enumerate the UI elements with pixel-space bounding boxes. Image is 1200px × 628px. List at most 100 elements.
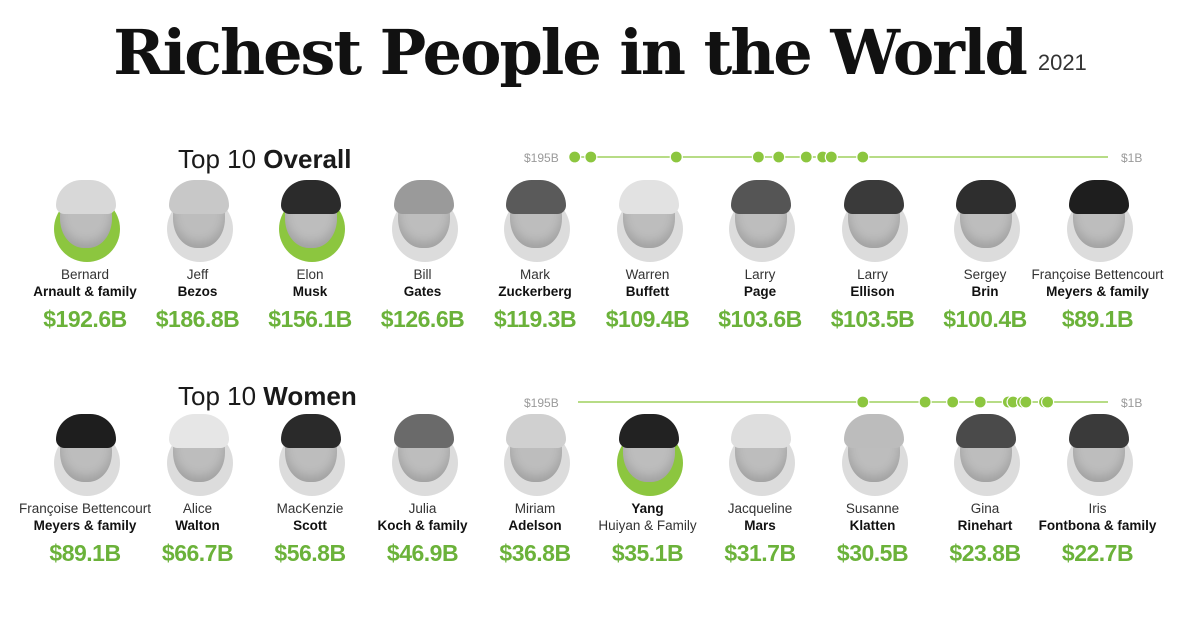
page-title: Richest People in the World — [113, 16, 1028, 89]
overall-dot-plot — [568, 150, 1108, 164]
overall-dot-4 — [772, 150, 786, 164]
last-name: Arnault & family — [33, 284, 137, 299]
overall-person-card: Bill Gates $126.6B — [348, 180, 498, 333]
first-name: Elon — [296, 267, 324, 282]
avatar — [161, 414, 235, 496]
avatar — [1061, 414, 1135, 496]
portrait-hair — [168, 414, 229, 448]
overall-person-card: Sergey Brin $100.4B — [910, 180, 1060, 333]
first-name: Jacqueline — [727, 501, 793, 516]
overall-scale-max-label: $195B — [524, 151, 559, 165]
women-dot-3 — [973, 395, 987, 409]
net-worth-value: $100.4B — [943, 306, 1027, 332]
net-worth-value: $89.1B — [49, 540, 121, 566]
overall-dot-2 — [669, 150, 683, 164]
portrait-hair — [56, 414, 116, 448]
women-row: Françoise Bettencourt Meyers & family $89.… — [0, 414, 1200, 598]
overall-dot-9 — [856, 150, 870, 164]
women-person-card: Gina Rinehart $23.8B — [910, 414, 1060, 567]
portrait-hair — [731, 180, 791, 214]
last-name: Gates — [403, 284, 442, 299]
portrait-hair — [843, 180, 904, 214]
avatar — [723, 180, 797, 262]
women-scale-max-label: $195B — [524, 396, 559, 410]
portrait-hair — [393, 180, 454, 214]
overall-dot-0 — [568, 150, 582, 164]
women-person-card: Yang Huiyan & Family $35.1B — [573, 414, 723, 567]
last-name: Meyers & family — [1046, 284, 1149, 299]
net-worth-value: $30.5B — [836, 540, 909, 566]
portrait-hair — [393, 414, 454, 448]
net-worth-value: $119.3B — [493, 306, 577, 332]
last-name: Koch & family — [377, 518, 468, 533]
first-name: Larry — [857, 267, 888, 282]
net-worth-value: $36.8B — [499, 540, 571, 566]
last-name: Mars — [744, 518, 776, 533]
avatar — [611, 414, 685, 496]
portrait-hair — [843, 414, 904, 448]
women-dot-1 — [918, 395, 932, 409]
first-name: Mark — [520, 267, 550, 282]
portrait-hair — [281, 180, 341, 214]
first-name: Larry — [744, 267, 776, 282]
portrait-hair — [168, 180, 229, 214]
overall-scale: $195B $1B — [0, 148, 1200, 168]
overall-row: Bernard Arnault & family $192.6B Jeff Bezos $… — [0, 180, 1200, 364]
net-worth-value: $109.4B — [605, 306, 690, 332]
overall-heading: Top 10 Overall — [178, 146, 351, 172]
last-name: Meyers & family — [33, 518, 137, 533]
women-person-card: Julia Koch & family $46.9B — [348, 414, 498, 567]
overall-dot-8 — [824, 150, 838, 164]
portrait-hair — [956, 414, 1016, 448]
net-worth-value: $22.7B — [1061, 540, 1134, 566]
avatar — [723, 414, 797, 496]
net-worth-value: $156.1B — [268, 306, 352, 332]
overall-scale-min-label: $1B — [1121, 151, 1143, 165]
women-person-card: Miriam Adelson $36.8B — [460, 414, 610, 567]
first-name: Sergey — [963, 267, 1007, 282]
portrait-hair — [281, 414, 341, 448]
last-name: Ellison — [850, 284, 895, 299]
women-person-card: Françoise Bettencourt Meyers & family $89.… — [10, 414, 160, 567]
women-dot-7 — [1019, 395, 1033, 409]
avatar — [948, 180, 1022, 262]
portrait-hair — [618, 180, 679, 214]
women-person-card: Iris Fontbona & family $22.7B — [1023, 414, 1173, 567]
net-worth-value: $66.7B — [161, 540, 234, 566]
net-worth-value: $192.6B — [43, 306, 127, 332]
portrait-hair — [506, 180, 566, 214]
avatar — [386, 414, 460, 496]
overall-person-card: Jeff Bezos $186.8B — [123, 180, 273, 333]
net-worth-value: $89.1B — [1061, 306, 1134, 332]
overall-person-card: Mark Zuckerberg $119.3B — [460, 180, 610, 333]
last-name: Klatten — [849, 518, 896, 533]
net-worth-value: $46.9B — [386, 540, 459, 566]
overall-dot-5 — [799, 150, 813, 164]
overall-person-card: Larry Ellison $103.5B — [798, 180, 948, 333]
women-dot-9 — [1040, 395, 1055, 409]
overall-person-card: Larry Page $103.6B — [685, 180, 835, 333]
net-worth-value: $103.5B — [830, 306, 915, 332]
first-name: Yang — [631, 501, 664, 516]
overall-person-card: Elon Musk $156.1B — [235, 180, 385, 333]
first-name: Gina — [970, 501, 1000, 516]
first-name: Iris — [1088, 501, 1107, 516]
net-worth-value: $35.1B — [611, 540, 684, 566]
overall-heading-bold: Overall — [263, 144, 352, 174]
portrait-hair — [731, 414, 791, 448]
last-name: Rinehart — [957, 518, 1013, 533]
overall-person-card: Warren Buffett $109.4B — [573, 180, 723, 333]
avatar — [611, 180, 685, 262]
portrait-hair — [618, 414, 679, 448]
first-name: Julia — [408, 501, 437, 516]
avatar — [498, 180, 572, 262]
overall-dot-3 — [751, 150, 765, 164]
last-name: Fontbona & family — [1038, 518, 1157, 533]
net-worth-value: $56.8B — [274, 540, 346, 566]
first-name: Susanne — [845, 501, 900, 516]
last-name: Huiyan & Family — [598, 518, 697, 533]
first-name: Françoise Bettencourt — [1031, 267, 1164, 282]
first-name: Bernard — [60, 267, 110, 282]
avatar — [948, 414, 1022, 496]
women-person-card: MacKenzie Scott $56.8B — [235, 414, 385, 567]
